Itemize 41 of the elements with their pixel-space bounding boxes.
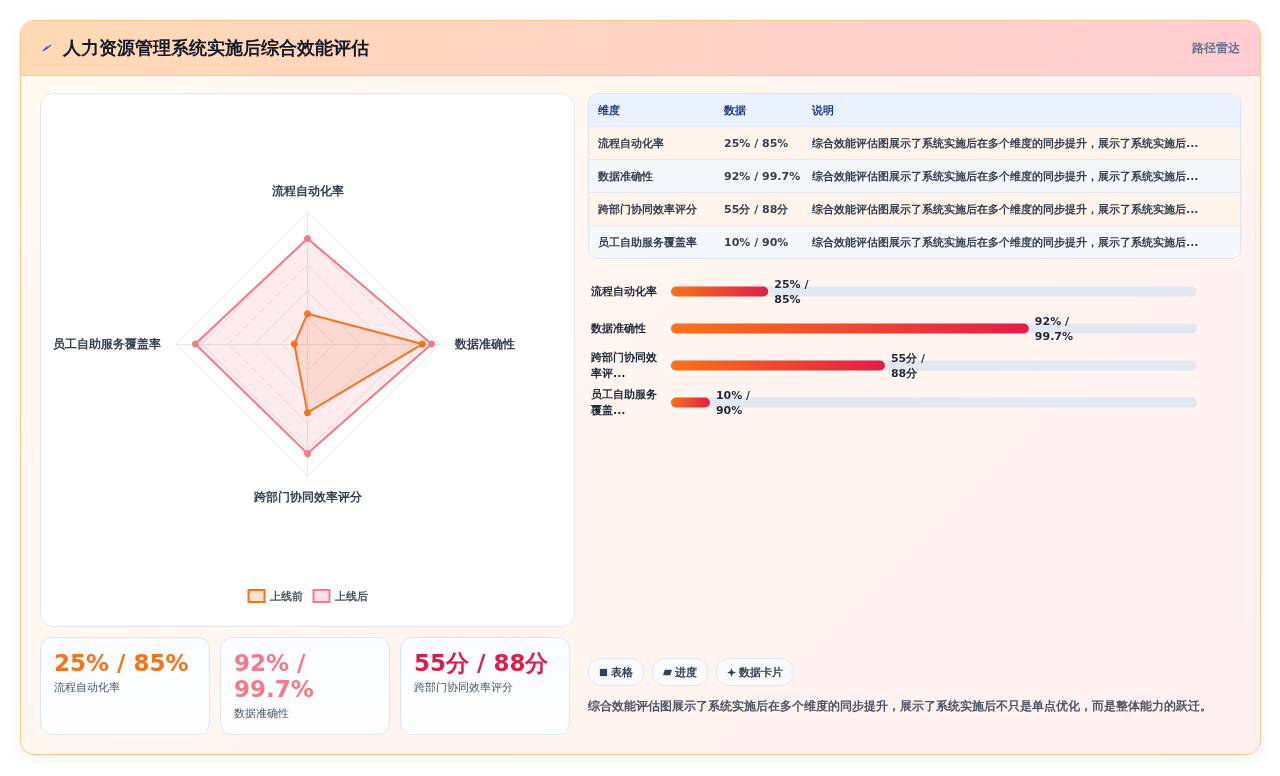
y-tick-label: 员工自助服务覆盖... (590, 388, 657, 417)
y-tick-label: 数据准确性 (590, 322, 646, 335)
text: 流程自动化率 (54, 680, 121, 695)
text: 跨部门协同效率评分 (414, 680, 514, 695)
data-label: 25% / 85% (774, 277, 813, 306)
text: 25% / 85% (724, 136, 790, 150)
bar (671, 286, 769, 297)
text: 综合效能评估图展示了系统实施后在多个维度的同步提升，展示了系统实施后... (812, 234, 1200, 250)
spoke-label: 员工自助服务覆盖率 (52, 337, 161, 352)
text: 数据 (724, 102, 747, 118)
text: 92% / 99.7% (724, 169, 802, 183)
y-tick-label: 跨部门协同效率评... (590, 351, 658, 380)
text: 综合效能评估图展示了系统实施后在多个维度的同步提升，展示了系统实施后... (812, 168, 1200, 184)
text: 综合效能评估图展示了系统实施后在多个维度的同步提升，展示了系统实施后... (812, 201, 1200, 217)
text: 人力资源管理系统实施后综合效能评估 (63, 36, 369, 60)
text: 数据卡片 (716, 658, 794, 686)
data-label: 10% / 90% (715, 388, 754, 417)
text: 综合效能评估图展示了系统实施后在多个维度的同步提升，展示了系统实施后... (812, 135, 1200, 151)
spoke-label: 跨部门协同效率评分 (252, 490, 363, 505)
text: 25% / 85% (54, 650, 190, 676)
text: 维度 (598, 102, 621, 118)
text: 55分 / 88分 (414, 650, 550, 676)
data-label: 55分 / 88分 (890, 351, 929, 380)
y-tick-label: 流程自动化率 (590, 285, 657, 298)
bar (671, 397, 710, 408)
spoke-label: 数据准确性 (453, 337, 515, 352)
text: 92% / 99.7% (234, 650, 315, 702)
text: 跨部门协同效率评分 (598, 201, 698, 217)
text: 路径雷达 (1192, 39, 1240, 57)
text: 表格 (588, 658, 644, 686)
legend-label: 上线后 (333, 589, 368, 603)
text: 55分 / 88分 (724, 201, 790, 217)
spoke-label: 流程自动化率 (270, 184, 344, 199)
text: 综合效能评估图展示了系统实施后在多个维度的同步提升，展示了系统实施后不只是单点优化，而是整体能力的跃迁。 (588, 698, 1213, 715)
text: 数据准确性 (234, 706, 290, 721)
text: 进度 (652, 658, 708, 686)
text: 10% / 90% (724, 235, 790, 249)
text: 说明 (812, 102, 835, 118)
text: 员工自助服务覆盖率 (598, 234, 698, 250)
legend-label: 上线前 (268, 589, 303, 603)
data-label: 92% / 99.7% (1034, 314, 1073, 343)
